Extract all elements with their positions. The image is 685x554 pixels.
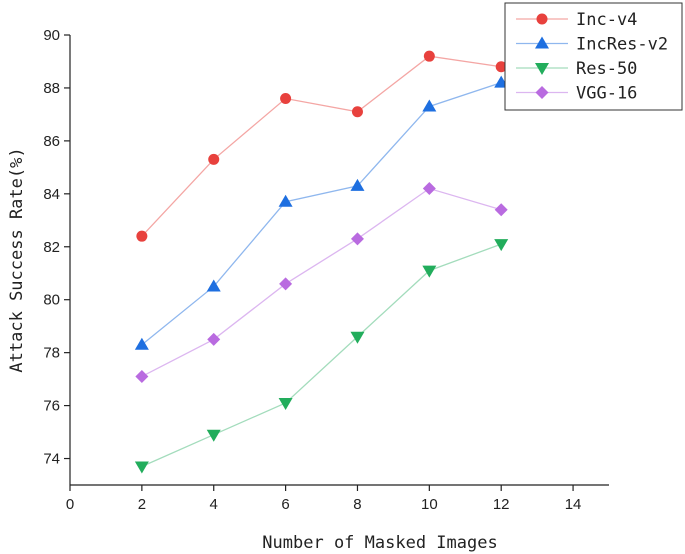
series-line-inc-v4 bbox=[141, 55, 502, 237]
data-point-vgg-16 bbox=[422, 182, 436, 196]
x-tick-label: 8 bbox=[353, 496, 361, 513]
x-tick-label: 10 bbox=[421, 496, 438, 513]
x-tick-label: 6 bbox=[281, 496, 289, 513]
data-point-res-50 bbox=[350, 331, 365, 344]
data-point-incres-v2 bbox=[134, 337, 149, 350]
y-tick-label: 88 bbox=[43, 80, 60, 97]
data-point-inc-v4 bbox=[208, 153, 220, 165]
data-point-incres-v2 bbox=[422, 99, 437, 112]
data-point-res-50 bbox=[422, 265, 437, 278]
legend-marker-incres-v2 bbox=[535, 36, 549, 49]
series-markers bbox=[134, 50, 509, 474]
legend-item-vgg-16: VGG-16 bbox=[516, 84, 637, 104]
y-tick-label: 84 bbox=[43, 186, 60, 203]
y-tick-label: 90 bbox=[43, 27, 60, 44]
legend-item-incres-v2: IncRes-v2 bbox=[516, 35, 668, 55]
legend-item-res-50: Res-50 bbox=[516, 59, 637, 79]
series-line-res-50 bbox=[141, 243, 502, 468]
data-point-inc-v4 bbox=[136, 230, 148, 242]
data-point-res-50 bbox=[278, 397, 293, 410]
data-point-incres-v2 bbox=[350, 178, 365, 191]
data-point-vgg-16 bbox=[207, 332, 221, 346]
x-tick-label: 12 bbox=[493, 496, 510, 513]
y-tick-label: 76 bbox=[43, 398, 60, 415]
legend-label-vgg-16: VGG-16 bbox=[576, 84, 637, 104]
series-line-vgg-16 bbox=[141, 187, 502, 378]
y-tick-label: 80 bbox=[43, 292, 60, 309]
data-point-incres-v2 bbox=[278, 194, 293, 207]
data-point-vgg-16 bbox=[350, 232, 364, 246]
legend-marker-vgg-16 bbox=[535, 86, 549, 99]
data-point-res-50 bbox=[134, 461, 149, 474]
data-point-vgg-16 bbox=[135, 369, 149, 383]
series-lines bbox=[141, 55, 502, 468]
data-point-inc-v4 bbox=[351, 106, 363, 118]
y-axis-title: Attack Success Rate(%) bbox=[7, 147, 27, 372]
data-point-res-50 bbox=[206, 429, 221, 442]
data-point-res-50 bbox=[494, 239, 509, 252]
data-point-inc-v4 bbox=[423, 50, 435, 62]
axes bbox=[69, 35, 609, 486]
legend: Inc-v4 IncRes-v2 Res-50 VGG-16 bbox=[504, 2, 683, 111]
x-tick-label: 0 bbox=[66, 496, 74, 513]
y-tick-label: 86 bbox=[43, 133, 60, 150]
x-tick-label: 14 bbox=[565, 496, 582, 513]
data-point-vgg-16 bbox=[279, 277, 293, 291]
legend-label-inc-v4: Inc-v4 bbox=[576, 10, 637, 30]
y-ticks: 74 76 78 80 82 84 86 88 90 bbox=[43, 27, 70, 468]
legend-label-res-50: Res-50 bbox=[576, 59, 637, 79]
y-tick-label: 82 bbox=[43, 239, 60, 256]
legend-label-incres-v2: IncRes-v2 bbox=[576, 35, 668, 55]
x-ticks: 0 2 4 6 8 10 12 14 bbox=[66, 485, 582, 513]
data-point-incres-v2 bbox=[206, 279, 221, 292]
y-tick-label: 78 bbox=[43, 345, 60, 362]
y-tick-label: 74 bbox=[43, 451, 60, 468]
legend-marker-res-50 bbox=[535, 63, 549, 75]
data-point-vgg-16 bbox=[494, 203, 508, 217]
data-point-inc-v4 bbox=[495, 61, 507, 73]
legend-marker-inc-v4 bbox=[536, 13, 548, 25]
x-axis-title: Number of Masked Images bbox=[262, 533, 497, 553]
data-point-inc-v4 bbox=[280, 93, 292, 105]
x-tick-label: 4 bbox=[210, 496, 218, 513]
legend-item-inc-v4: Inc-v4 bbox=[516, 10, 637, 30]
series-line-incres-v2 bbox=[141, 82, 502, 346]
x-tick-label: 2 bbox=[138, 496, 146, 513]
